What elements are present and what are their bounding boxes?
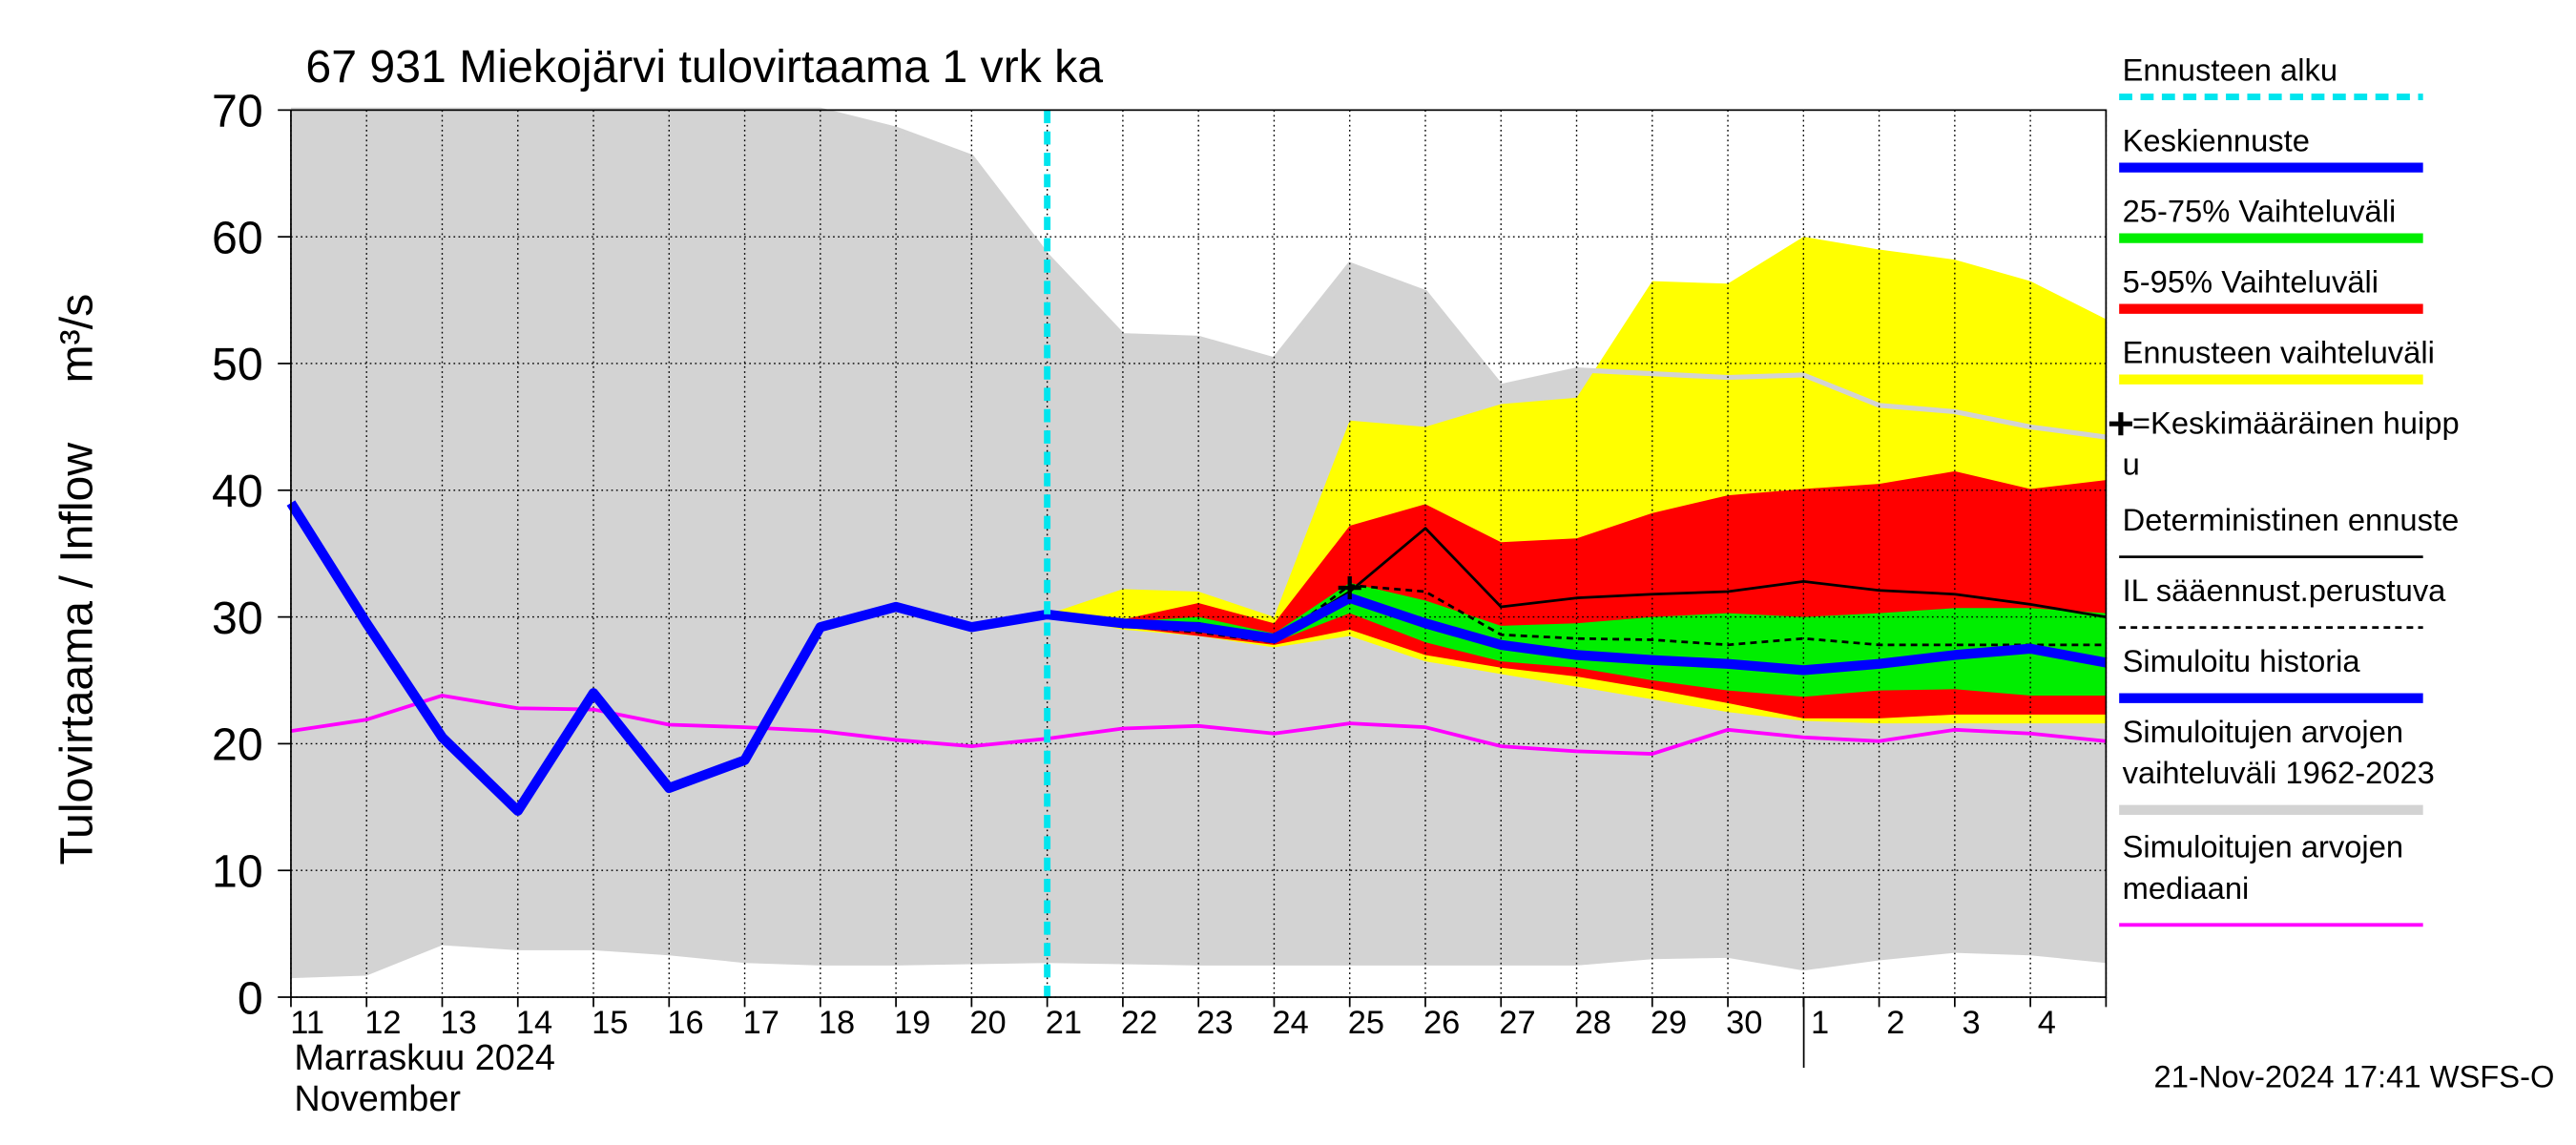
footer: 21-Nov-2024 17:41 WSFS-O (2154, 1059, 2555, 1094)
x-tick-label: 25 (1348, 1005, 1384, 1041)
legend-label: 25-75% Vaihteluväli (2123, 193, 2397, 228)
x-tick-label: 18 (819, 1005, 855, 1041)
y-tick-label: 60 (212, 212, 263, 263)
x-tick-label: 14 (516, 1005, 552, 1041)
legend-label: u (2123, 447, 2140, 482)
x-tick-label: 13 (441, 1005, 477, 1041)
lines (286, 110, 2108, 998)
x-tick-label: 26 (1423, 1005, 1460, 1041)
x-tick-label: 12 (364, 1005, 401, 1041)
y-tick-label: 50 (212, 339, 263, 390)
x-tick-label: 27 (1499, 1005, 1535, 1041)
legend-label: IL sääennust.perustuva (2123, 572, 2447, 608)
x-tick-label: 11 (290, 1005, 324, 1041)
x-tick-label: 30 (1726, 1005, 1762, 1041)
y-tick-label: 40 (212, 466, 263, 517)
legend-label: Simuloitujen arvojen (2123, 714, 2404, 749)
legend-label: Ennusteen alku (2123, 52, 2337, 87)
x-tick-label: 2 (1886, 1005, 1904, 1041)
x-tick-label: 3 (1962, 1005, 1980, 1041)
legend-label: Ennusteen vaihteluväli (2123, 334, 2435, 369)
x-tick-label: 19 (894, 1005, 930, 1041)
legend-label: mediaani (2123, 870, 2250, 906)
legend-label: vaihteluväli 1962-2023 (2123, 755, 2435, 790)
legend-peak-symbol (2109, 412, 2132, 436)
legend-label: Simuloitujen arvojen (2123, 829, 2404, 864)
y-tick-label: 20 (212, 719, 263, 771)
x-tick-label: 21 (1046, 1005, 1082, 1041)
y-axis-unit: m³/s (52, 294, 103, 384)
x-tick-label: 28 (1575, 1005, 1611, 1041)
x-tick-label: 29 (1651, 1005, 1687, 1041)
x-tick-label: 4 (2038, 1005, 2056, 1041)
y-axis-label: Tulovirtaama / Inflow (52, 443, 103, 865)
x-tick-label: 24 (1273, 1005, 1309, 1041)
chart-title: 67 931 Miekojärvi tulovirtaama 1 vrk ka (305, 41, 1103, 93)
x-tick-label: 16 (667, 1005, 703, 1041)
legend-label: Keskiennuste (2123, 122, 2310, 157)
legend-label: Deterministinen ennuste (2123, 502, 2460, 537)
legend-label: Simuloitu historia (2123, 643, 2361, 678)
x-tick-label: 20 (969, 1005, 1006, 1041)
y-tick-label: 10 (212, 845, 263, 897)
month-label: Marraskuu 2024 (294, 1038, 555, 1078)
x-tick-label: 15 (592, 1005, 628, 1041)
peak-marker (1338, 576, 1361, 600)
legend: Ennusteen alku Keskiennuste 25-75% Vaihtel… (2109, 52, 2460, 927)
y-tick-label: 30 (212, 593, 263, 644)
legend-label: =Keskimääräinen huipp (2132, 406, 2460, 441)
month-label: November (294, 1079, 461, 1119)
x-tick-label: 22 (1121, 1005, 1157, 1041)
x-tick-label: 1 (1811, 1005, 1829, 1041)
series-line (286, 500, 1049, 816)
series-line (1047, 593, 2108, 676)
x-tick-label: 23 (1196, 1005, 1233, 1041)
y-tick-label: 0 (238, 972, 263, 1024)
grid (290, 109, 2108, 998)
series-line (290, 694, 2107, 756)
x-tick-label: 17 (743, 1005, 779, 1041)
legend-label: 5-95% Vaihteluväli (2123, 263, 2379, 299)
y-tick-label: 70 (212, 86, 263, 137)
